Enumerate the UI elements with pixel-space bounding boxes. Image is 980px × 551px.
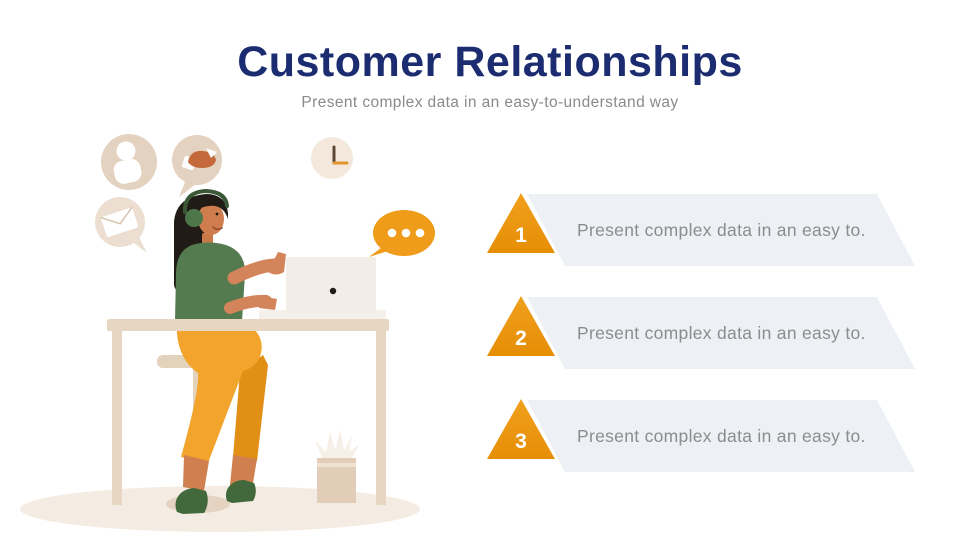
step-box bbox=[527, 297, 915, 369]
mail-bubble-icon bbox=[95, 197, 147, 253]
step-number: 2 bbox=[515, 327, 527, 350]
clock-icon bbox=[311, 137, 353, 179]
pants-front-leg bbox=[176, 320, 262, 463]
user-icon bbox=[101, 134, 157, 190]
step-item-2: Present complex data in an easy to. 2 bbox=[482, 296, 917, 370]
plant-box bbox=[315, 430, 360, 503]
step-text: Present complex data in an easy to. bbox=[577, 425, 866, 446]
headphone-band bbox=[182, 188, 229, 214]
step-box bbox=[527, 400, 915, 472]
chat-dots-icon bbox=[369, 210, 435, 257]
front-shoe bbox=[175, 488, 208, 514]
hand-bubble-icon bbox=[172, 135, 222, 197]
step-item-3: Present complex data in an easy to. 3 bbox=[482, 399, 917, 473]
woman-at-desk bbox=[174, 188, 286, 514]
page-subtitle: Present complex data in an easy-to-under… bbox=[301, 94, 679, 111]
hair-fringe bbox=[188, 194, 228, 219]
step-text: Present complex data in an easy to. bbox=[577, 322, 866, 343]
back-ankle bbox=[230, 455, 257, 489]
step-number: 1 bbox=[515, 224, 527, 247]
torso-shirt bbox=[175, 242, 246, 321]
step-item-1: Present complex data in an easy to. 1 bbox=[482, 193, 917, 267]
step-number: 3 bbox=[515, 430, 527, 453]
lower-hand bbox=[259, 296, 277, 310]
face bbox=[198, 203, 224, 235]
upper-arm bbox=[227, 258, 281, 285]
upper-hand bbox=[268, 252, 286, 275]
plant-leaves bbox=[315, 430, 360, 458]
laptop-logo-dot bbox=[329, 287, 337, 295]
step-text: Present complex data in an easy to. bbox=[577, 219, 866, 240]
pants-back-leg bbox=[233, 355, 268, 461]
front-ankle bbox=[183, 455, 209, 491]
page-title: Customer Relationships bbox=[237, 38, 743, 86]
plant-pot-rim bbox=[317, 463, 356, 467]
back-shoe bbox=[225, 480, 256, 503]
desk bbox=[107, 319, 389, 505]
laptop bbox=[259, 257, 386, 319]
eye bbox=[215, 212, 219, 216]
laptop-lid bbox=[286, 257, 376, 314]
smile bbox=[212, 226, 223, 231]
headphone-cup bbox=[185, 209, 203, 227]
step-box bbox=[527, 194, 915, 266]
